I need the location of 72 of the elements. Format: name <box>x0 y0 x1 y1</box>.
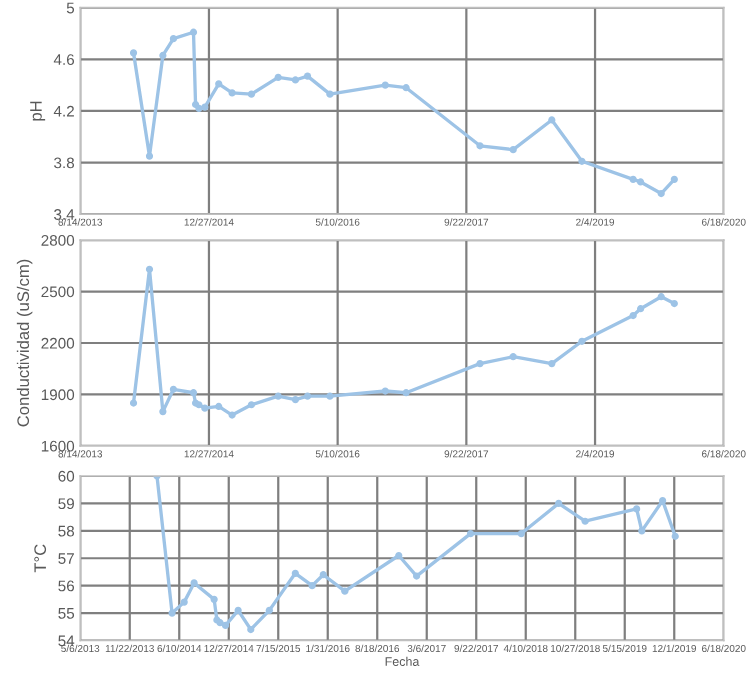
point <box>189 389 198 397</box>
point <box>578 157 586 165</box>
point <box>228 411 236 419</box>
point <box>169 385 178 393</box>
point <box>555 499 563 508</box>
point <box>189 28 198 36</box>
point <box>180 598 188 606</box>
point <box>308 582 316 590</box>
point <box>201 404 209 412</box>
point <box>169 35 178 43</box>
point <box>221 621 230 630</box>
point <box>402 84 410 92</box>
point <box>159 407 167 416</box>
point <box>638 527 646 535</box>
point <box>247 90 256 98</box>
point <box>291 76 300 84</box>
point <box>319 571 327 579</box>
line-series <box>129 28 678 198</box>
point <box>517 529 525 538</box>
point <box>581 517 589 525</box>
point <box>476 142 484 150</box>
point <box>476 359 484 368</box>
point <box>215 402 223 411</box>
point <box>341 587 349 595</box>
point <box>247 625 255 634</box>
point <box>670 299 678 308</box>
point <box>671 532 679 540</box>
point <box>633 505 641 513</box>
line-series <box>153 476 679 634</box>
point <box>657 189 665 198</box>
point <box>548 359 556 368</box>
point <box>265 606 273 614</box>
point <box>274 392 282 400</box>
point <box>168 609 176 617</box>
point <box>629 311 637 320</box>
y-axis-title: T°C <box>34 544 47 573</box>
point <box>129 49 138 57</box>
point <box>326 90 334 98</box>
point <box>670 175 678 183</box>
point <box>466 529 475 538</box>
point <box>509 353 517 361</box>
point <box>228 89 236 97</box>
point <box>190 579 198 587</box>
point <box>629 175 637 183</box>
point <box>402 389 410 397</box>
point <box>303 392 312 400</box>
point <box>412 572 421 580</box>
y-axis-title: pH <box>30 101 46 121</box>
point <box>395 551 403 560</box>
point <box>381 387 389 395</box>
point <box>274 73 282 81</box>
point <box>548 116 556 124</box>
point <box>234 606 242 614</box>
point <box>210 595 218 603</box>
point <box>291 569 299 577</box>
point <box>159 51 167 60</box>
point <box>129 399 138 407</box>
point <box>657 293 665 301</box>
point <box>303 72 312 80</box>
point <box>637 178 645 186</box>
y-axis-title: Conductividad (uS/cm) <box>16 259 33 427</box>
point <box>381 81 389 89</box>
point <box>578 337 586 345</box>
point <box>215 80 223 88</box>
point <box>247 401 256 409</box>
point <box>637 305 645 313</box>
point <box>145 152 154 160</box>
point <box>509 146 517 154</box>
point <box>326 392 334 400</box>
point <box>145 265 154 273</box>
point <box>201 103 209 111</box>
point <box>291 395 300 404</box>
